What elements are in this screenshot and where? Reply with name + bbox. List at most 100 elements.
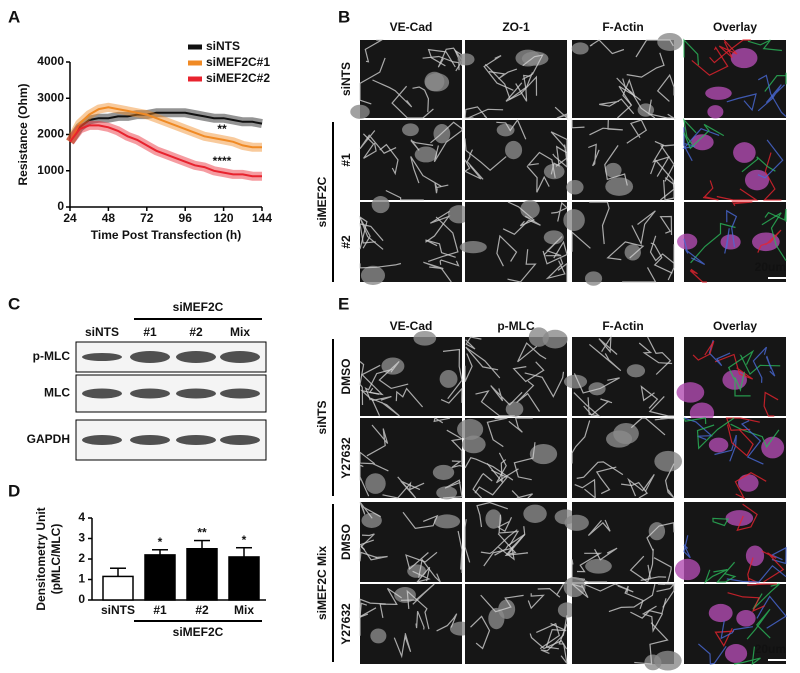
cell-border bbox=[423, 261, 452, 283]
cell-border bbox=[708, 339, 731, 367]
cell-border bbox=[662, 584, 675, 608]
cell-border bbox=[608, 583, 656, 613]
lane-label: #1 bbox=[143, 325, 157, 339]
cell-border bbox=[736, 503, 758, 532]
nucleus bbox=[654, 650, 682, 671]
cell-border bbox=[724, 228, 730, 254]
micrograph bbox=[676, 337, 786, 424]
cell-border bbox=[622, 78, 656, 119]
cell-border bbox=[364, 39, 384, 63]
cell-border bbox=[587, 519, 611, 536]
nucleus bbox=[498, 599, 516, 619]
cell-border bbox=[683, 38, 699, 66]
group-label: siMEF2C bbox=[315, 176, 329, 227]
image-bg bbox=[465, 120, 567, 200]
cell-border bbox=[654, 417, 675, 421]
cell-border bbox=[508, 417, 533, 433]
cell-border bbox=[536, 622, 561, 650]
cell-border bbox=[488, 68, 518, 80]
cell-border bbox=[734, 371, 751, 397]
cell-border bbox=[446, 429, 464, 465]
cell-border bbox=[747, 39, 782, 52]
cell-border bbox=[524, 371, 565, 398]
significance: ** bbox=[217, 122, 227, 136]
nucleus bbox=[447, 205, 471, 224]
nucleus bbox=[529, 443, 558, 465]
cell-border bbox=[588, 143, 600, 167]
cell-border bbox=[463, 159, 482, 180]
cell-border bbox=[476, 501, 508, 528]
legend-label: siMEF2C#1 bbox=[206, 55, 270, 69]
cell-border bbox=[496, 118, 527, 140]
cell-border bbox=[741, 156, 776, 173]
cell-border bbox=[571, 420, 591, 464]
cell-border bbox=[513, 442, 536, 481]
micrograph bbox=[464, 501, 577, 582]
cell-border bbox=[640, 564, 667, 581]
x-tick-label: #1 bbox=[153, 603, 167, 617]
cell-border bbox=[726, 93, 757, 112]
cell-border bbox=[589, 39, 625, 55]
column-header: Overlay bbox=[713, 319, 757, 333]
nucleus bbox=[738, 474, 759, 492]
micrograph bbox=[566, 119, 675, 201]
nucleus bbox=[424, 73, 450, 92]
cell-border bbox=[359, 57, 386, 105]
cell-border bbox=[757, 229, 782, 253]
cell-border bbox=[653, 557, 672, 583]
cell-border bbox=[656, 73, 675, 102]
cell-border bbox=[730, 423, 780, 449]
cell-border bbox=[436, 613, 458, 632]
cell-border bbox=[425, 210, 451, 243]
band bbox=[130, 388, 170, 399]
band bbox=[130, 351, 170, 363]
cell-border bbox=[626, 119, 648, 144]
cell-border bbox=[595, 466, 617, 495]
cell-border bbox=[464, 456, 514, 481]
nucleus bbox=[370, 628, 387, 644]
nucleus bbox=[752, 232, 780, 252]
nucleus bbox=[708, 437, 729, 453]
cell-border bbox=[576, 461, 624, 479]
cell-border bbox=[522, 54, 544, 81]
cell-border bbox=[647, 336, 672, 375]
nucleus bbox=[413, 330, 437, 346]
image-bg bbox=[572, 202, 674, 282]
cell-border bbox=[516, 380, 541, 412]
nucleus bbox=[505, 401, 524, 417]
cell-border bbox=[483, 55, 514, 91]
group-label: siMEF2C Mix bbox=[315, 546, 329, 620]
y-tick-label: 0 bbox=[57, 199, 64, 213]
y-tick-label: 3 bbox=[78, 531, 85, 545]
bar bbox=[102, 575, 134, 601]
cell-border bbox=[472, 472, 493, 499]
x-tick-label: #2 bbox=[195, 603, 209, 617]
x-tick-label: 144 bbox=[252, 211, 272, 225]
y-tick-label: 1000 bbox=[37, 163, 64, 177]
significance: ** bbox=[197, 526, 207, 540]
column-header: Overlay bbox=[713, 20, 757, 34]
cell-border bbox=[433, 417, 451, 424]
cell-border bbox=[465, 346, 501, 379]
cell-border bbox=[433, 127, 463, 163]
cell-border bbox=[702, 180, 719, 201]
micrograph bbox=[563, 576, 682, 671]
cell-border bbox=[761, 212, 787, 262]
cell-border bbox=[440, 387, 463, 404]
micrograph bbox=[677, 201, 787, 283]
group-label: siMEF2C bbox=[173, 625, 224, 639]
cell-border bbox=[758, 74, 787, 118]
cell-border bbox=[589, 201, 610, 245]
error-band bbox=[66, 120, 262, 181]
nucleus bbox=[736, 609, 756, 627]
nucleus bbox=[459, 241, 487, 254]
micrograph bbox=[459, 199, 569, 283]
nucleus bbox=[402, 123, 419, 137]
cell-border bbox=[756, 595, 787, 629]
cell-border bbox=[391, 85, 434, 119]
cell-border bbox=[757, 139, 784, 179]
cell-border bbox=[598, 334, 618, 355]
nucleus bbox=[605, 177, 634, 196]
nucleus bbox=[433, 514, 461, 529]
nucleus bbox=[648, 522, 666, 541]
